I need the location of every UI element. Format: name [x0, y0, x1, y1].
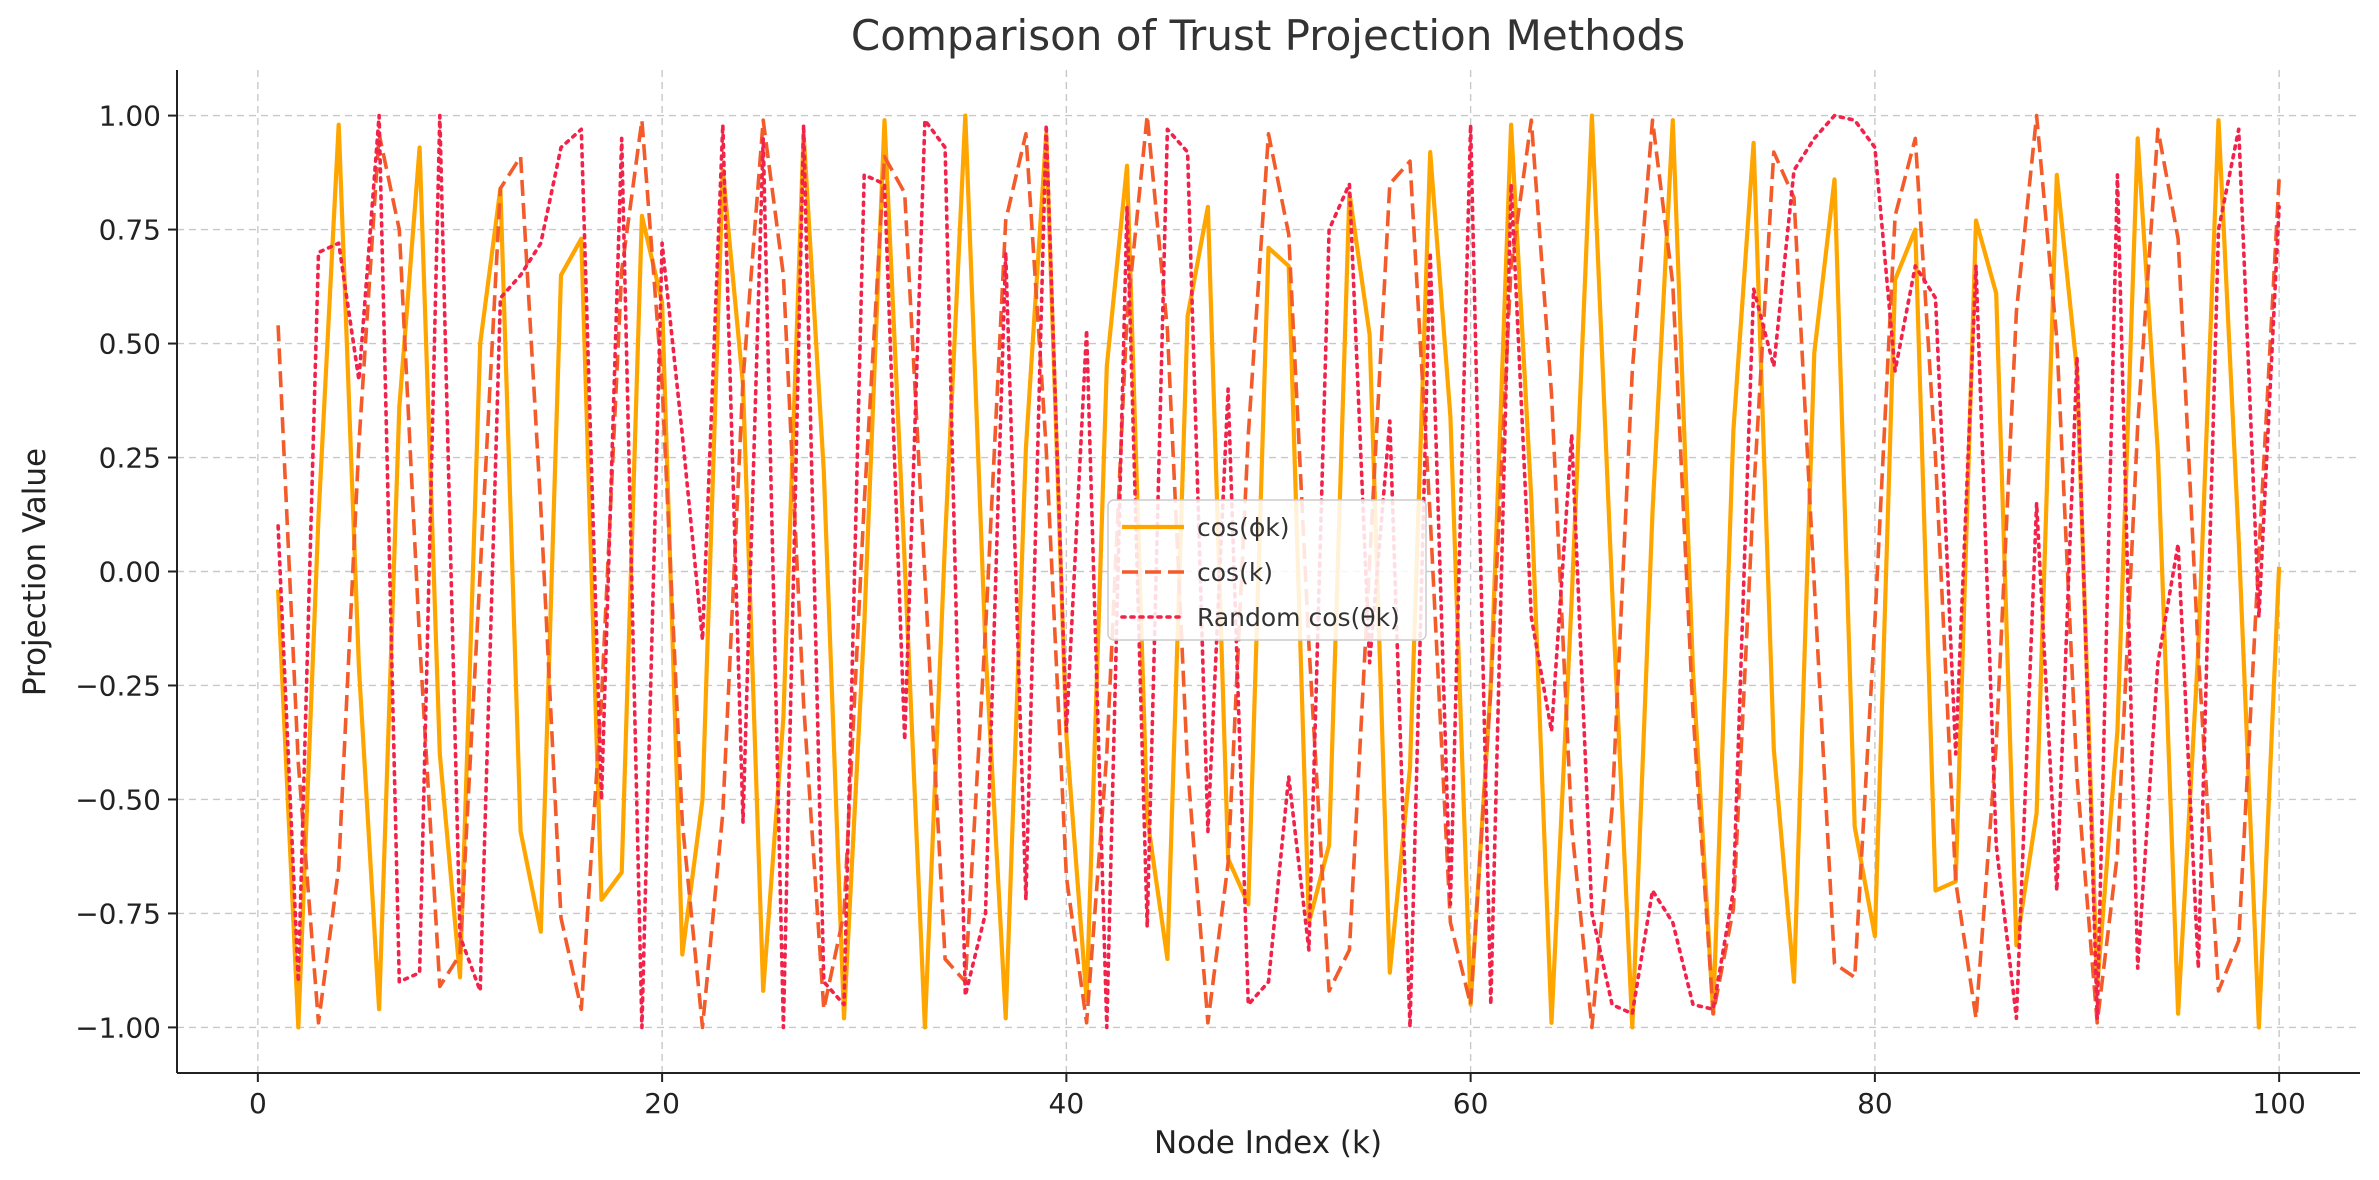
x-tick-label: 60 — [1453, 1087, 1489, 1120]
chart-title: Comparison of Trust Projection Methods — [851, 11, 1685, 60]
tick-labels: 0 20 40 60 80 100 1.00 0.75 0.50 0.25 0.00 −0.25 −0.… — [75, 100, 2306, 1120]
legend-entries: cos(ϕk) cos(k) Random cos(θk) — [1120, 513, 1400, 632]
y-axis-label: Projection Value — [17, 448, 53, 696]
y-tick-label: 0.75 — [99, 214, 161, 247]
x-tick-label: 80 — [1857, 1087, 1893, 1120]
y-tick-label: −1.00 — [75, 1011, 161, 1044]
x-axis-label: Node Index (k) — [1154, 1125, 1382, 1161]
series-line-2 — [276, 113, 2281, 1030]
legend-label-2: cos(k) — [1197, 558, 1273, 587]
series-line-3 — [276, 113, 2281, 1030]
y-tick-label: −0.50 — [75, 783, 161, 816]
legend: cos(ϕk) cos(k) Random cos(θk) — [1107, 499, 1427, 641]
y-tick-label: 0.00 — [99, 556, 161, 589]
legend-label-1: cos(ϕk) — [1197, 513, 1290, 542]
y-tick-label: 0.25 — [99, 442, 161, 475]
y-tick-label: −0.25 — [75, 669, 161, 702]
series-line-1 — [276, 113, 2282, 1030]
x-tick-label: 20 — [644, 1087, 680, 1120]
y-tick-label: −0.75 — [75, 897, 161, 930]
legend-box — [1107, 499, 1427, 641]
legend-label-3: Random cos(θk) — [1197, 603, 1400, 632]
x-tick-label: 40 — [1049, 1087, 1085, 1120]
y-tick-label: 1.00 — [99, 100, 161, 133]
series-lines — [276, 113, 2282, 1030]
x-tick-label: 0 — [249, 1087, 267, 1120]
x-tick-label: 100 — [2252, 1087, 2305, 1120]
axes — [168, 70, 2360, 1082]
y-tick-label: 0.50 — [99, 328, 161, 361]
